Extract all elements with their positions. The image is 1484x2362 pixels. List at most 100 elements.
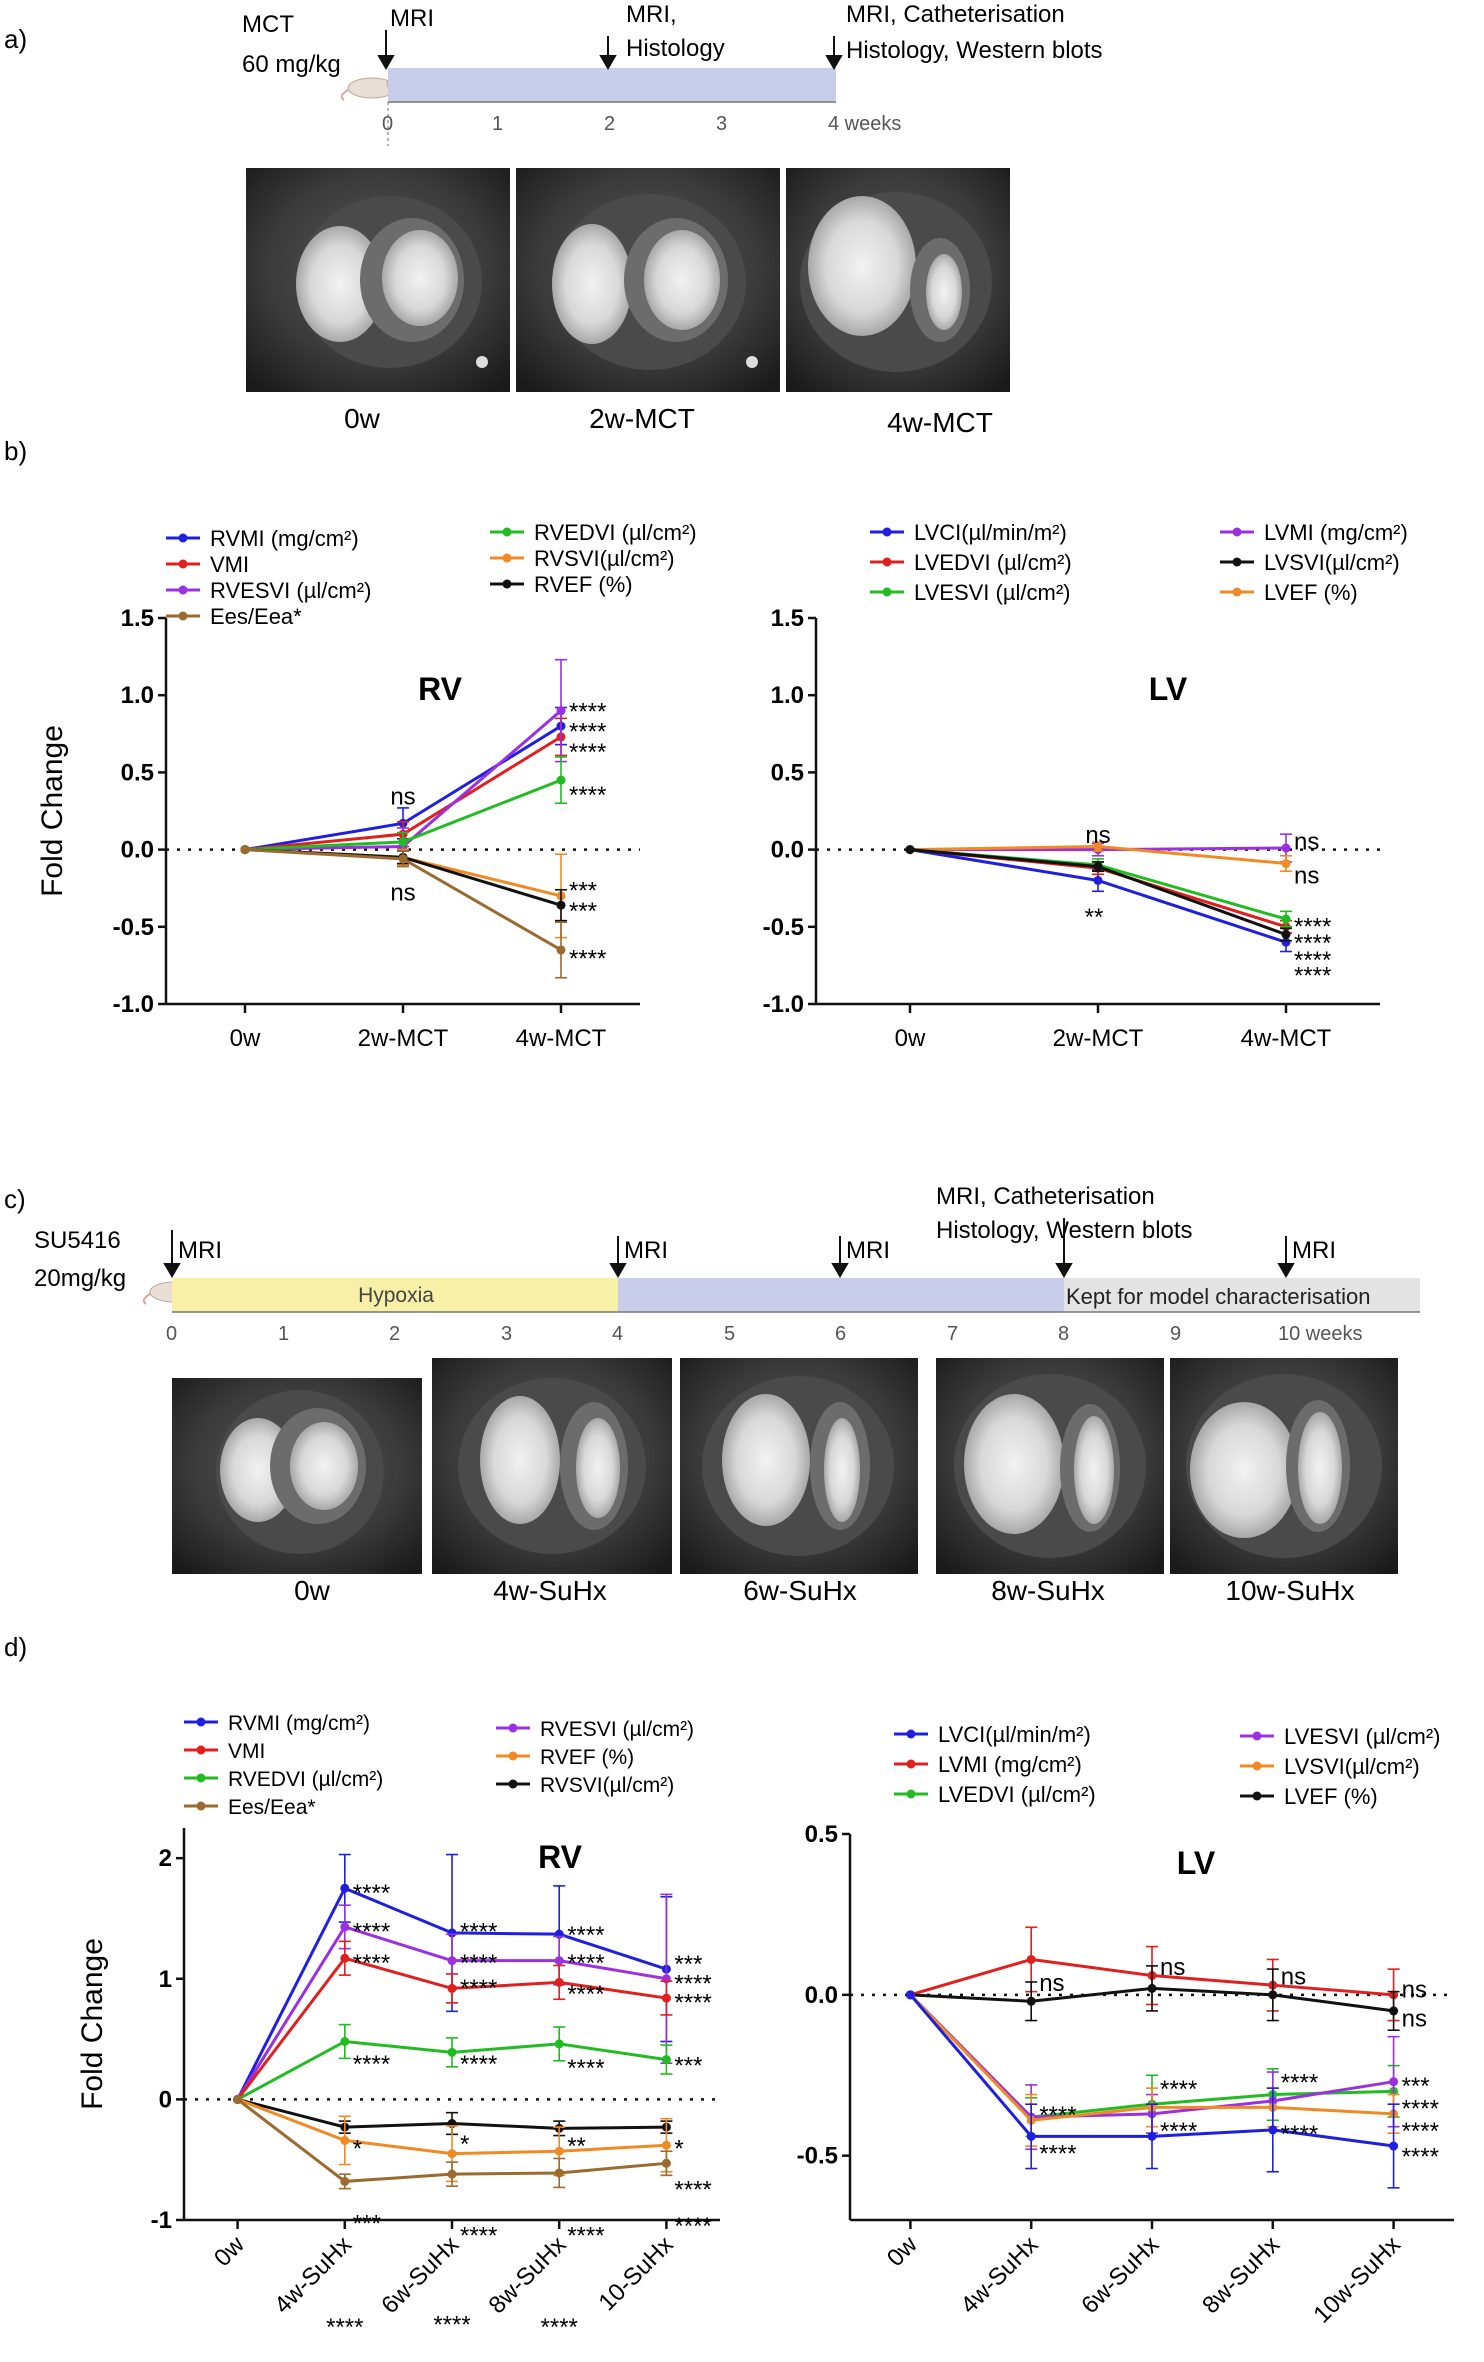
significance-label: **** — [1294, 913, 1331, 940]
significance-label: **** — [569, 719, 606, 746]
legend-label: LVEDVI (µl/cm²) — [914, 550, 1072, 575]
chart-d-lv: 0.5 0.0 -0.5 0w 4w-SuHx 6w-SuHx 8w-SuHx 10w-SuH… — [797, 1722, 1454, 2329]
data-point — [661, 2055, 671, 2065]
data-point — [1268, 2125, 1278, 2135]
significance-label: **** — [674, 2213, 711, 2240]
legend-label: RVESVI (µl/cm²) — [210, 578, 371, 603]
significance-label: ns — [1160, 1954, 1185, 1981]
significance-label: **** — [674, 2177, 711, 2204]
y-tick-label: -1.0 — [763, 991, 804, 1018]
significance-label: **** — [1039, 2102, 1076, 2129]
legend-label: VMI — [228, 1740, 265, 1763]
legend-label: RVSVI(µl/cm²) — [540, 1774, 674, 1797]
significance-label: **** — [1039, 2140, 1076, 2167]
significance-label: **** — [567, 2222, 604, 2249]
x-tick-label: 4w-MCT — [1241, 1025, 1332, 1052]
panel-c-label: c) — [4, 1184, 26, 1214]
legend-label: LVCI(µl/min/m²) — [938, 1722, 1091, 1747]
data-point — [1281, 914, 1291, 924]
significance-label: **** — [460, 2051, 497, 2078]
tick-label: 6 — [835, 1323, 846, 1345]
significance-label: *** — [569, 878, 597, 905]
x-tick-label: 0w — [895, 1025, 926, 1052]
legend-marker — [882, 527, 892, 537]
significance-label: **** — [353, 2051, 390, 2078]
significance-label: ns — [1281, 1964, 1306, 1991]
tick-label: 3 — [501, 1323, 512, 1345]
chart-b-lv: 1.5 1.0 0.5 0.0 -0.5 -1.0 0w 2w-MCT 4w-MCT LV ns **… — [763, 520, 1408, 1052]
significance-label: ** — [1085, 904, 1104, 931]
legend-label: LVEF (%) — [1284, 1784, 1378, 1809]
timeline-arrows — [377, 30, 843, 70]
significance-label: **** — [433, 2312, 470, 2339]
chart-d-rv: 210-10w 4w-SuHx 6w-SuHx 8w-SuHx 10-SuHxFold … — [76, 1712, 720, 2341]
significance-label: **** — [541, 2314, 578, 2341]
legend-marker — [1232, 527, 1242, 537]
panel-a-label: a) — [4, 24, 27, 54]
panel-d-label: d) — [4, 1632, 27, 1662]
significance-label: **** — [567, 2055, 604, 2082]
tick-label: 0 — [382, 113, 393, 135]
significance-label: ns — [1402, 2005, 1427, 2032]
tick-label: 4 — [612, 1323, 623, 1345]
data-point — [1093, 842, 1103, 852]
legend-label: RVEDVI (µl/cm²) — [228, 1768, 383, 1791]
x-tick-label: 6w-SuHx — [1076, 2231, 1164, 2319]
y-tick-label: -1 — [151, 2207, 172, 2234]
legend-marker — [1252, 1791, 1262, 1801]
significance-label: **** — [674, 1990, 711, 2017]
legend-label: RVESVI (µl/cm²) — [540, 1718, 694, 1741]
data-point — [1147, 1983, 1157, 1993]
significance-label: ns — [1294, 828, 1319, 855]
legend-label: LVEDVI (µl/cm²) — [938, 1782, 1096, 1807]
significance-label: **** — [569, 739, 606, 766]
data-point — [905, 845, 915, 855]
y-tick-label: 1.5 — [121, 605, 154, 632]
tick-label: 3 — [716, 113, 727, 135]
event-label: Histology — [626, 35, 725, 62]
x-tick-label: 0w — [230, 1025, 261, 1052]
significance-label: **** — [569, 699, 606, 726]
significance-label: *** — [674, 1951, 702, 1978]
y-tick-label: -0.5 — [113, 914, 154, 941]
legend-marker — [502, 579, 512, 589]
event-label: MRI — [624, 1237, 668, 1264]
y-tick-label: 0 — [159, 2086, 172, 2113]
legend-marker — [1232, 587, 1242, 597]
legend-label: LVSVI(µl/cm²) — [1264, 550, 1400, 575]
legend-label: RVEDVI (µl/cm²) — [534, 520, 697, 545]
image-caption: 0w — [294, 1575, 331, 1606]
y-tick-label: 0.0 — [805, 1982, 838, 2009]
significance-label: ns — [1039, 1970, 1064, 1997]
event-label: MRI — [390, 5, 434, 32]
significance-label: * — [353, 2136, 362, 2163]
y-axis-label: Fold Change — [36, 725, 69, 897]
significance-label: **** — [326, 2314, 363, 2341]
legend-label: RVEF (%) — [540, 1746, 634, 1769]
significance-label: *** — [353, 2210, 381, 2237]
image-caption: 8w-SuHx — [991, 1575, 1105, 1606]
legend-marker — [882, 557, 892, 567]
data-point — [1281, 858, 1291, 868]
tick-label: 0 — [166, 1323, 177, 1345]
legend-marker — [906, 1759, 916, 1769]
tick-label: 7 — [947, 1323, 958, 1345]
chart-title: LV — [1177, 1845, 1216, 1881]
event-label: MRI — [178, 1237, 222, 1264]
significance-label: **** — [1294, 930, 1331, 957]
x-tick-label: 8w-SuHx — [1197, 2231, 1285, 2319]
data-point — [398, 854, 408, 864]
significance-label: *** — [674, 2052, 702, 2079]
panel-b-label: b) — [4, 436, 27, 466]
y-tick-label: 1.5 — [771, 605, 804, 632]
image-caption: 0w — [344, 403, 381, 434]
data-point — [1281, 930, 1291, 940]
significance-label: **** — [353, 1880, 390, 1907]
significance-label: **** — [1281, 2070, 1318, 2097]
event-label: Histology, Western blots — [846, 37, 1103, 64]
legend-marker — [178, 559, 188, 569]
legend-marker — [508, 1723, 518, 1733]
data-point — [447, 2149, 457, 2159]
legend-marker — [1252, 1731, 1262, 1741]
data-point — [447, 1956, 457, 1966]
